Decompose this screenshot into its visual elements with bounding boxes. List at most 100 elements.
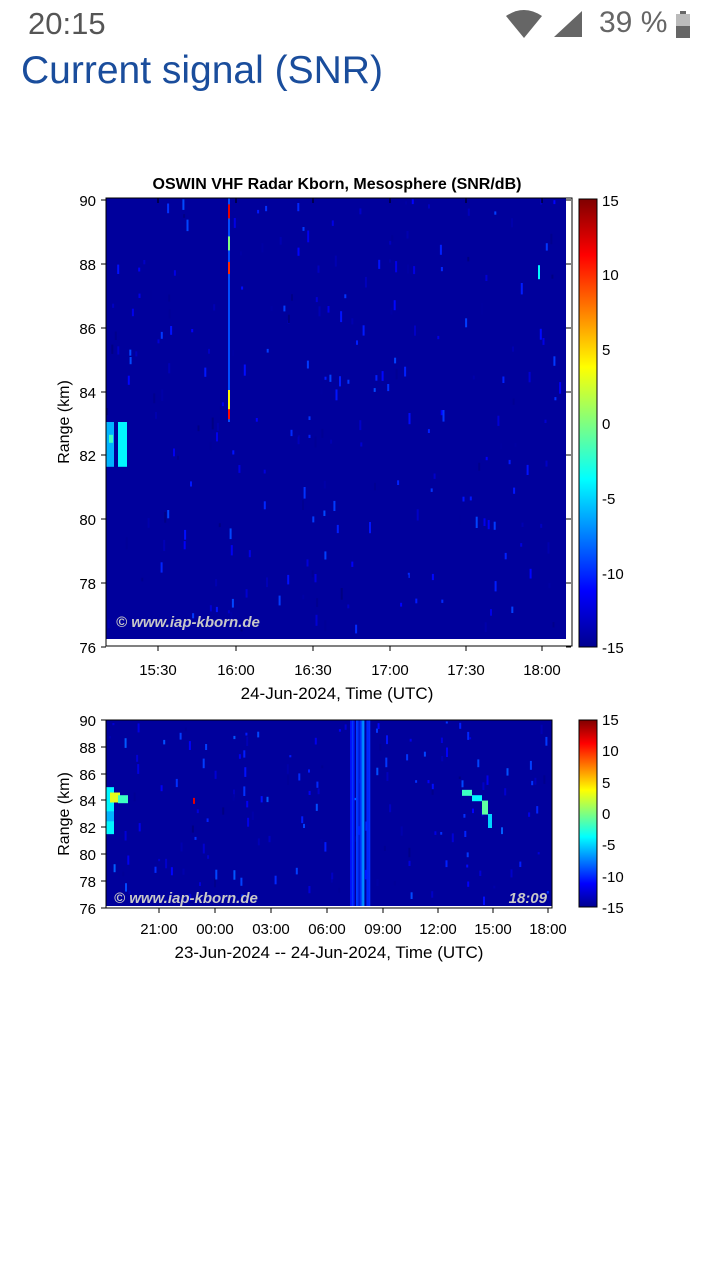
heatmap-cell [359, 208, 362, 215]
heatmap-cell [308, 416, 311, 420]
heatmap-cell [168, 363, 171, 374]
heatmap-cell [467, 731, 470, 740]
heatmap-cell [528, 371, 531, 383]
heatmap-cell [186, 219, 189, 232]
chart2-watermark: © www.iap-kborn.de [114, 890, 258, 907]
heatmap-cell [138, 823, 141, 832]
chart1-background-field [106, 198, 566, 639]
heatmap-cell [170, 867, 173, 876]
chart1-ytick-label: 86 [79, 321, 96, 338]
heatmap-cell [512, 346, 514, 352]
heatmap-cell [400, 602, 403, 607]
heatmap-cell [287, 574, 290, 585]
heatmap-cell [245, 732, 248, 736]
heatmap-cell [466, 852, 469, 858]
chart2-xtick-label: 21:00 [140, 921, 178, 938]
heatmap-cell [227, 610, 230, 614]
heatmap-cell [202, 758, 205, 769]
heatmap-cell [411, 199, 414, 205]
heatmap-cell [355, 624, 358, 634]
heatmap-cell [475, 516, 478, 528]
heatmap-cell [547, 542, 550, 554]
echo-patch [482, 800, 488, 815]
heatmap-cell [469, 496, 472, 501]
heatmap-cell [329, 374, 332, 382]
heatmap-cell [440, 737, 443, 743]
heatmap-cell [479, 870, 482, 876]
heatmap-cell [214, 878, 216, 888]
chart2-tick-marks [101, 719, 549, 913]
heatmap-cell [117, 346, 120, 355]
chart2-ylabel: Range (km) [56, 772, 73, 856]
heatmap-cell [405, 201, 408, 205]
heatmap-cell [238, 754, 241, 759]
echo-streak [228, 198, 230, 422]
heatmap-cell [431, 783, 434, 790]
chart2-colorbar-tick: 5 [602, 775, 610, 792]
chart2-ytick-label: 88 [79, 740, 96, 757]
heatmap-cell [321, 765, 324, 769]
heatmap-cell [308, 886, 311, 894]
chart2-colorbar-tick: 10 [602, 743, 619, 760]
heatmap-cell [216, 422, 219, 431]
heatmap-cell [335, 389, 338, 401]
heatmap-cell [344, 294, 347, 299]
heatmap-cell [214, 770, 217, 779]
chart1-colorbar-tick: -10 [602, 566, 624, 583]
heatmap-cell [373, 388, 376, 392]
heatmap-cell [127, 855, 130, 865]
heatmap-cell [485, 274, 488, 281]
heatmap-cell [241, 286, 244, 290]
chart1-ytick-label: 90 [79, 193, 96, 210]
heatmap-cell [534, 777, 537, 785]
heatmap-cell [389, 240, 392, 245]
chart2-colorbar-tick: 0 [602, 806, 610, 823]
heatmap-cell [306, 559, 309, 567]
heatmap-cell [376, 767, 379, 776]
heatmap-cell [394, 357, 397, 364]
heatmap-cell [526, 464, 529, 475]
heatmap-cell [416, 509, 419, 521]
echo-band [361, 720, 363, 906]
echo-patch [488, 814, 492, 828]
heatmap-cell [484, 622, 487, 633]
heatmap-cell [260, 796, 263, 803]
heatmap-cell [364, 869, 367, 880]
heatmap-cell [408, 847, 411, 858]
status-time: 20:15 [28, 6, 106, 41]
battery-percent: 39 % [599, 6, 668, 39]
heatmap-cell [251, 811, 254, 820]
heatmap-cell [469, 737, 472, 740]
heatmap-cell [290, 429, 293, 437]
heatmap-cell [393, 300, 396, 311]
heatmap-cell [240, 877, 243, 886]
heatmap-cell [377, 723, 380, 729]
chart2-xtick-label: 09:00 [364, 921, 402, 938]
heatmap-cell [155, 412, 157, 419]
heatmap-cell [428, 204, 430, 209]
heatmap-cell [494, 581, 497, 592]
heatmap-cell [266, 577, 268, 588]
heatmap-cell [238, 465, 241, 473]
heatmap-cell [129, 349, 132, 356]
heatmap-cell [493, 885, 496, 889]
heatmap-cell [333, 500, 336, 511]
heatmap-cell [308, 790, 311, 795]
heatmap-cell [205, 744, 208, 750]
heatmap-cell [369, 522, 371, 534]
heatmap-cell [301, 816, 304, 824]
chart1-title: OSWIN VHF Radar Kborn, Mesosphere (SNR/d… [153, 176, 522, 193]
heatmap-cell [446, 747, 448, 757]
heatmap-cell [263, 501, 266, 510]
heatmap-cell [389, 804, 392, 813]
chart1-colorbar-tick: 0 [602, 416, 610, 433]
heatmap-cell [197, 425, 200, 432]
heatmap-cell [351, 561, 354, 567]
heatmap-cell [407, 572, 410, 578]
heatmap-cell [180, 842, 183, 852]
heatmap-cell [431, 891, 434, 898]
status-bar: 20:15 39 % [0, 0, 720, 48]
heatmap-cell [241, 894, 244, 898]
heatmap-cell [467, 208, 470, 216]
heatmap-cell [257, 209, 260, 214]
